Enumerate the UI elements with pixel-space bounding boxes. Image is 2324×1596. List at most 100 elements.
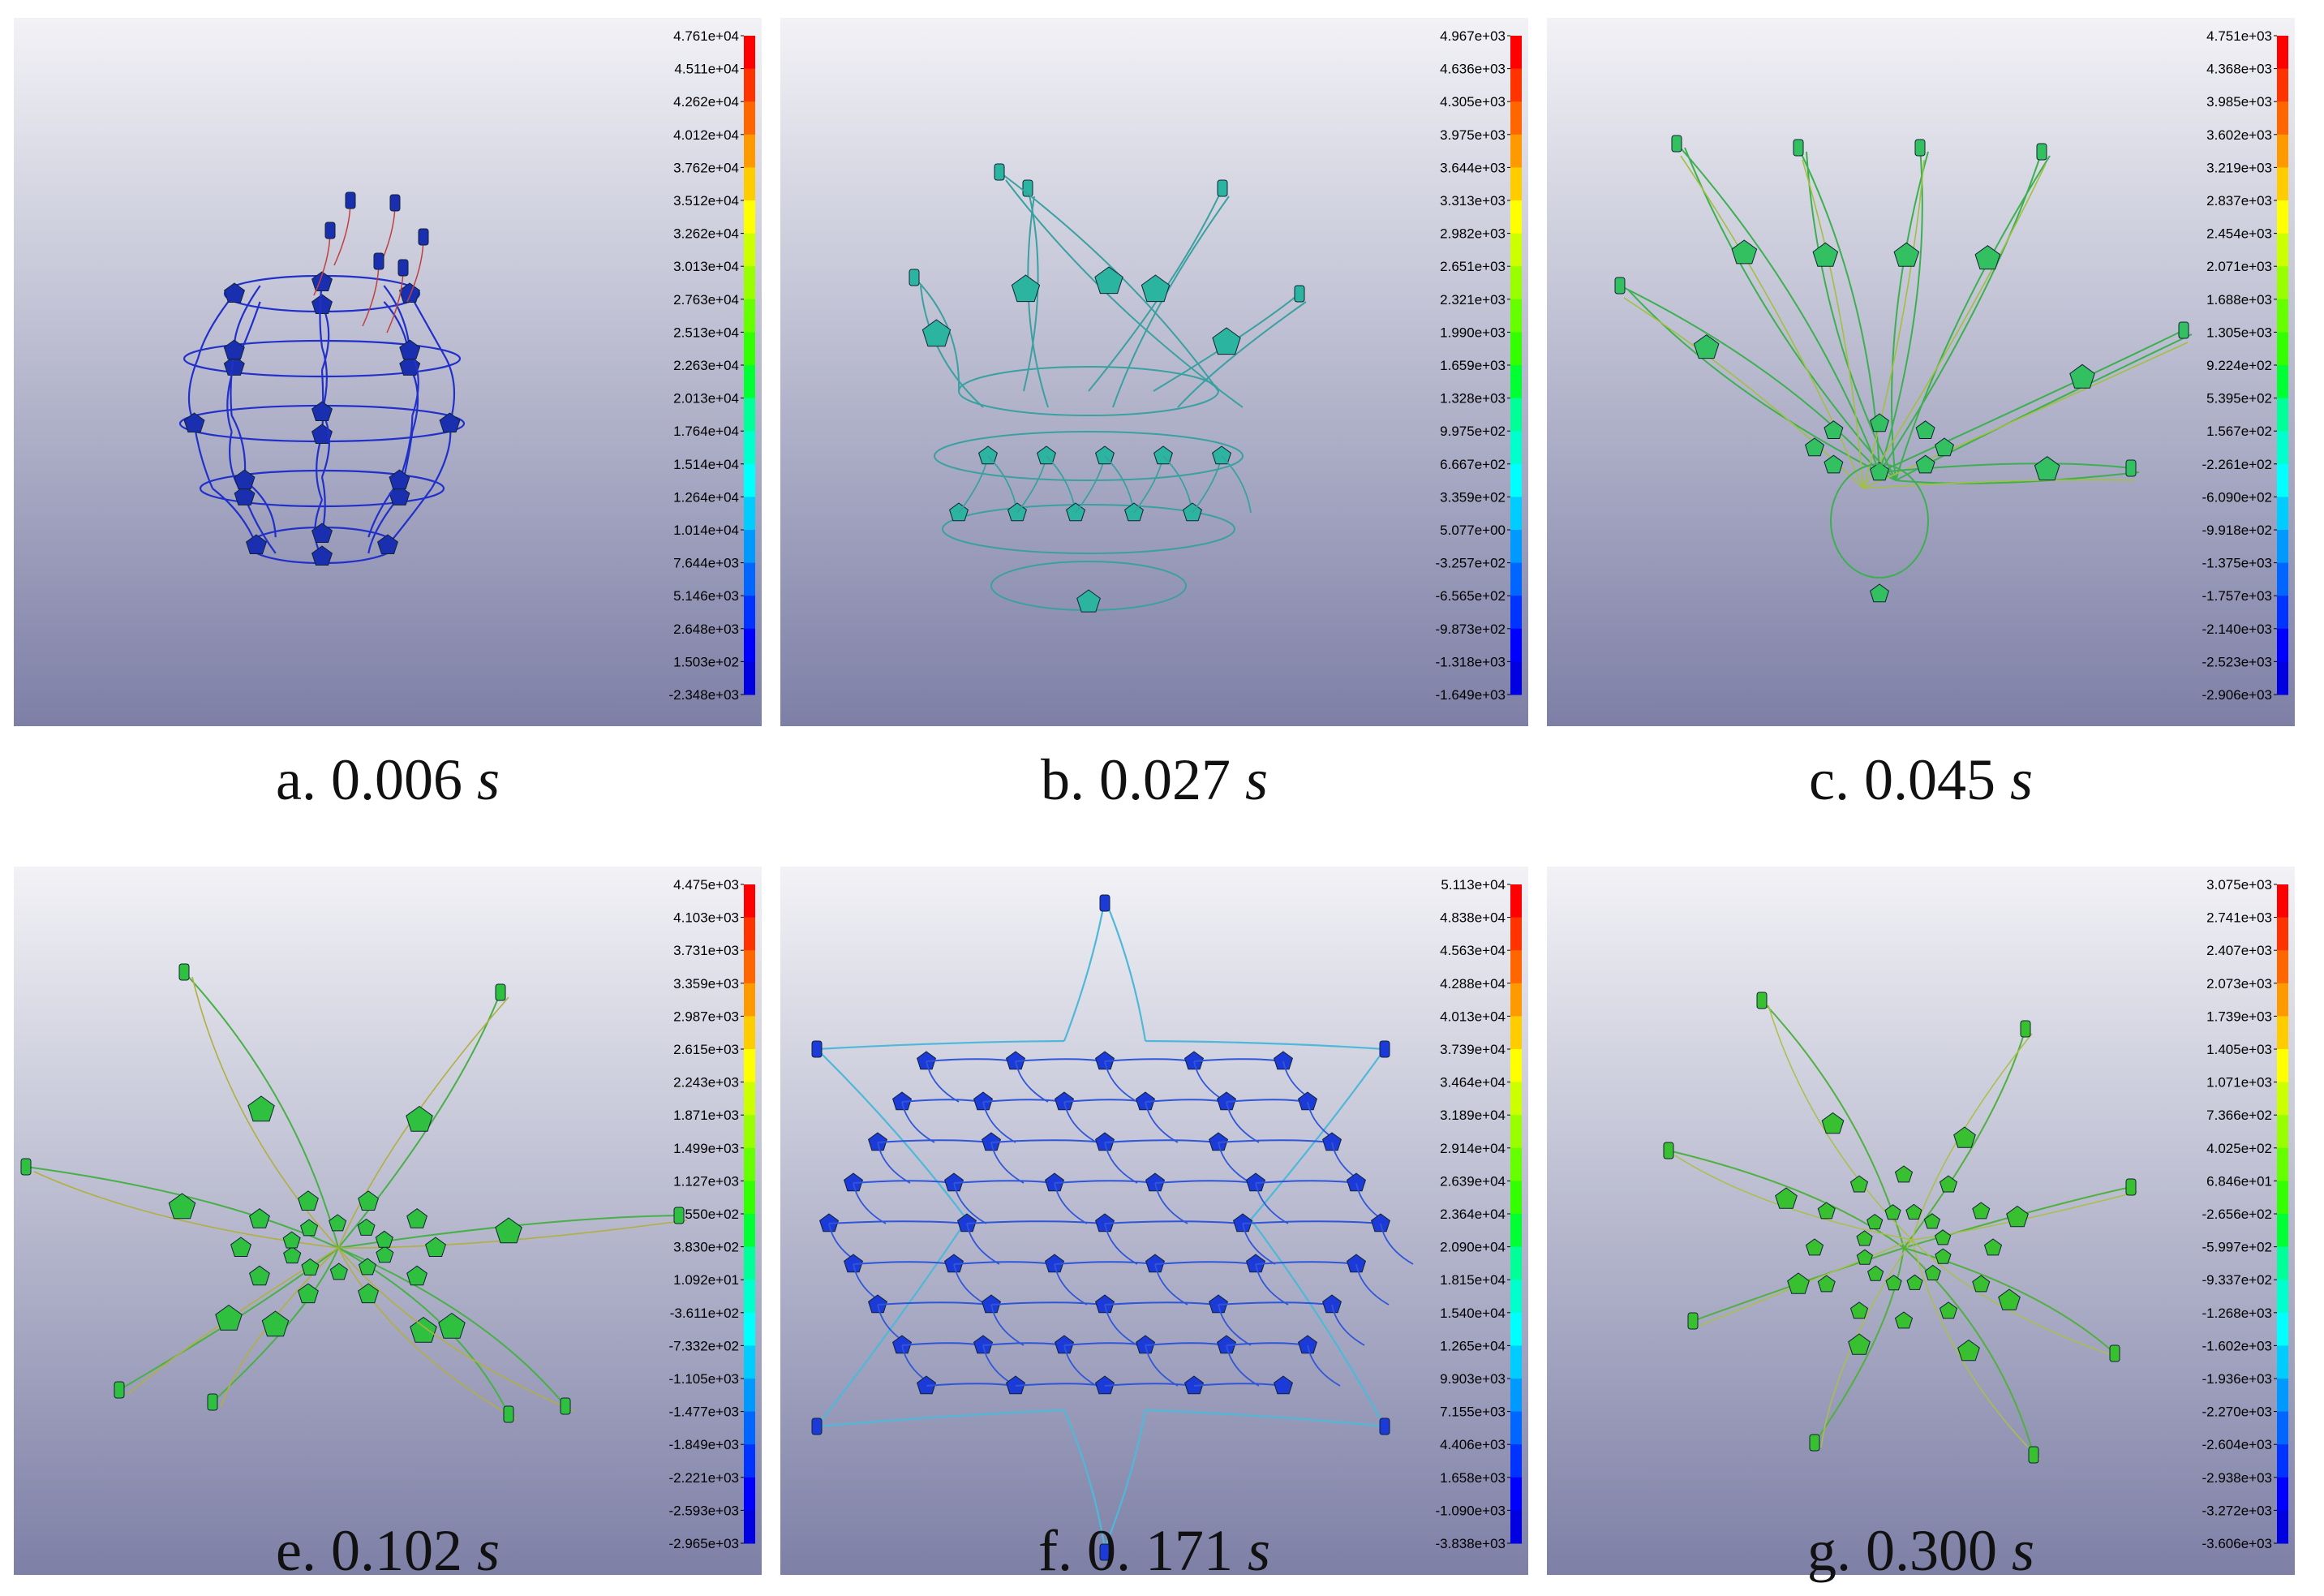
legend-tick-label: 3.189e+04 [1440,1108,1506,1123]
mesh-node [892,1091,912,1111]
legend-tick-label: 2.763e+04 [673,292,739,308]
legend-tick-label: 7.644e+03 [673,556,739,571]
colorbar-segment [1510,1214,1522,1248]
mesh-structure [1663,992,2138,1464]
colorbar-segment [1510,530,1522,564]
legend-tick-label: 2.615e+03 [673,1042,739,1057]
strut [1903,1028,2026,1249]
legend-tick-label: 3.464e+04 [1440,1075,1506,1091]
strut [1218,1139,1333,1143]
mesh-node [892,1335,912,1354]
colorbar-segment [744,431,755,465]
legend-tick-label: 1.764e+04 [673,424,739,439]
strut [1331,1304,1365,1346]
mesh-node [1856,1230,1873,1246]
legend-tick-label: 6.667e+02 [1440,457,1506,472]
legend-tick-label: 4.368e+03 [2206,62,2272,77]
legend-tick-label: -9.918e+02 [2202,523,2273,538]
mesh-node [1274,1051,1293,1070]
colorbar-segment [744,36,755,70]
panel-g: 3.075e+03 2.741e+03 2.407e+03 2.073e+03 1.73… [1547,867,2295,1575]
viewport-background [14,867,762,1575]
legend-tick-label: 4.288e+04 [1440,976,1506,992]
mesh-node [298,1190,319,1211]
mesh-node [1212,445,1231,465]
legend-tick-label: 4.636e+03 [1440,62,1506,77]
panel-e-viewport: 4.475e+03 4.103e+03 3.731e+03 3.359e+03 2.98… [14,867,762,1575]
mesh-node [230,1237,251,1257]
anchor-tip [2109,1344,2120,1362]
anchor-tip [811,1040,823,1058]
anchor-tip [397,259,409,277]
colorbar-segment [2277,365,2288,399]
colorbar-segment [2277,68,2288,102]
mesh-node [283,1246,302,1264]
colorbar-segment [1510,1016,1522,1050]
legend-tick-label: 4.761e+04 [673,28,739,44]
strut [127,1247,339,1396]
legend-tick-label: -2.261e+02 [2202,457,2273,472]
mesh-node [1347,1172,1366,1192]
legend-tick-label: 1.305e+03 [2206,325,2272,340]
strut [1242,1220,1381,1224]
strut [1862,159,1925,489]
mesh-node [223,355,245,376]
mesh-node [1824,454,1844,474]
strut [191,976,339,1249]
legend-tick-label: 4.475e+03 [673,877,739,893]
caption-e-unit: s [476,1518,500,1583]
strut [1104,1060,1138,1103]
mesh-node [1045,1172,1064,1192]
strut [337,1215,680,1249]
legend-tick-label: 5.113e+04 [1441,877,1506,893]
legend-tick-label: -5.997e+02 [2202,1240,2273,1255]
legend-tick-label: -7.332e+02 [669,1338,740,1353]
mesh-node [1209,1294,1228,1314]
legend-tick-label: 1.990e+03 [1440,325,1506,340]
strut [1355,1263,1390,1306]
mesh-node [1136,1335,1155,1354]
panel-b-viewport: 4.967e+03 4.636e+03 4.305e+03 3.975e+03 3.64… [780,18,1528,726]
caption-c-text: c. 0.045 [1809,747,2010,812]
colorbar-segment [1510,167,1522,201]
strut [1680,155,1864,489]
mesh-node [1893,242,1920,267]
legend-tick-label: -2.965e+03 [669,1536,740,1551]
mesh-structure [811,894,1414,1561]
legend-tick-label: 2.407e+03 [2206,943,2272,958]
strut [1221,455,1252,514]
strut [1619,285,1880,473]
anchor-tip [560,1397,571,1415]
mesh-node [1145,1172,1165,1192]
strut [1862,163,2047,489]
strut [1802,159,1864,489]
legend-tick-label: 3.975e+03 [1440,127,1506,143]
anchor-tip [418,228,429,246]
strut [1226,1101,1260,1143]
colorbar-segment [1510,1477,1522,1511]
strut [877,1139,992,1143]
mesh-node [311,545,333,566]
legend-tick-label: 1.871e+03 [673,1108,739,1123]
mesh-structure [20,963,688,1423]
colorbar-segment [2277,950,2288,984]
legend-tick-label: 2.454e+03 [2206,226,2272,242]
colorbar-segment [1510,134,1522,168]
colorbar-segment [1510,596,1522,630]
colorbar-segment [744,1049,755,1083]
legend-tick-label: 2.364e+04 [1440,1207,1506,1222]
colorbar-segment [744,661,755,695]
strut [1250,1048,1385,1220]
colorbar-segment [2277,1049,2288,1083]
colorbar-segment [744,200,755,234]
anchor-tip [1663,1142,1674,1159]
colorbar-segment [1510,1411,1522,1445]
legend-tick-label: 1.503e+02 [673,654,739,669]
mesh-node [1998,1288,2021,1310]
mesh-node [1233,1213,1252,1232]
strut [990,1142,1025,1184]
mesh-node [1915,454,1935,474]
legend-tick-label: -3.606e+03 [2202,1536,2273,1551]
colorbar-segment [2277,134,2288,168]
colorbar-segment [744,917,755,951]
